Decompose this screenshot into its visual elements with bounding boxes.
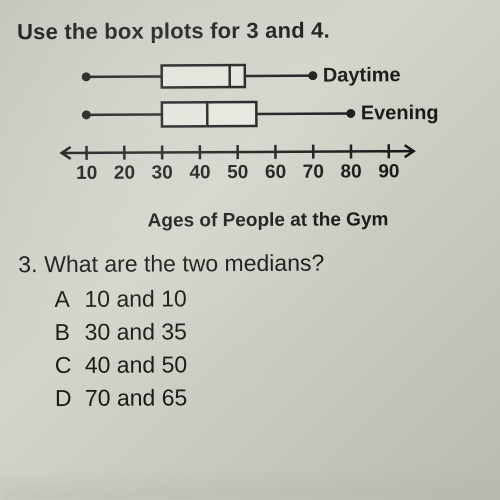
svg-text:Daytime: Daytime: [323, 64, 401, 86]
axis-title: Ages of People at the Gym: [48, 209, 488, 233]
answer-option: B30 and 35: [55, 317, 489, 346]
question-stem: What are the two medians?: [44, 250, 324, 277]
option-letter: A: [54, 286, 84, 313]
option-letter: B: [55, 319, 85, 346]
question-block: 3.What are the two medians? A10 and 10B3…: [18, 249, 489, 412]
boxplot-svg: Daytime Evening 10 20 30 40 50 60 70 80 90: [47, 51, 488, 203]
option-text: 30 and 35: [85, 318, 187, 345]
answer-option: D70 and 65: [55, 383, 489, 412]
svg-text:70: 70: [303, 162, 324, 183]
instruction-heading: Use the box plots for 3 and 4.: [17, 17, 487, 45]
svg-text:50: 50: [227, 162, 248, 183]
answer-option: C40 and 50: [55, 350, 489, 379]
boxplot-figure: Daytime Evening 10 20 30 40 50 60 70 80 90: [47, 51, 488, 203]
svg-text:60: 60: [265, 162, 286, 183]
option-letter: C: [55, 352, 85, 379]
svg-text:40: 40: [189, 162, 210, 183]
svg-text:Evening: Evening: [361, 102, 439, 124]
options-list: A10 and 10B30 and 35C40 and 50D70 and 65: [18, 284, 489, 412]
svg-text:20: 20: [114, 163, 135, 184]
option-text: 40 and 50: [85, 351, 187, 378]
question-text: 3.What are the two medians?: [18, 249, 488, 278]
svg-text:10: 10: [76, 163, 97, 184]
svg-text:30: 30: [152, 162, 173, 183]
question-number: 3.: [18, 251, 44, 278]
option-text: 70 and 65: [85, 384, 187, 411]
svg-text:80: 80: [340, 161, 361, 182]
answer-option: A10 and 10: [54, 284, 488, 313]
option-text: 10 and 10: [84, 285, 186, 312]
option-letter: D: [55, 385, 85, 412]
svg-text:90: 90: [378, 161, 399, 182]
